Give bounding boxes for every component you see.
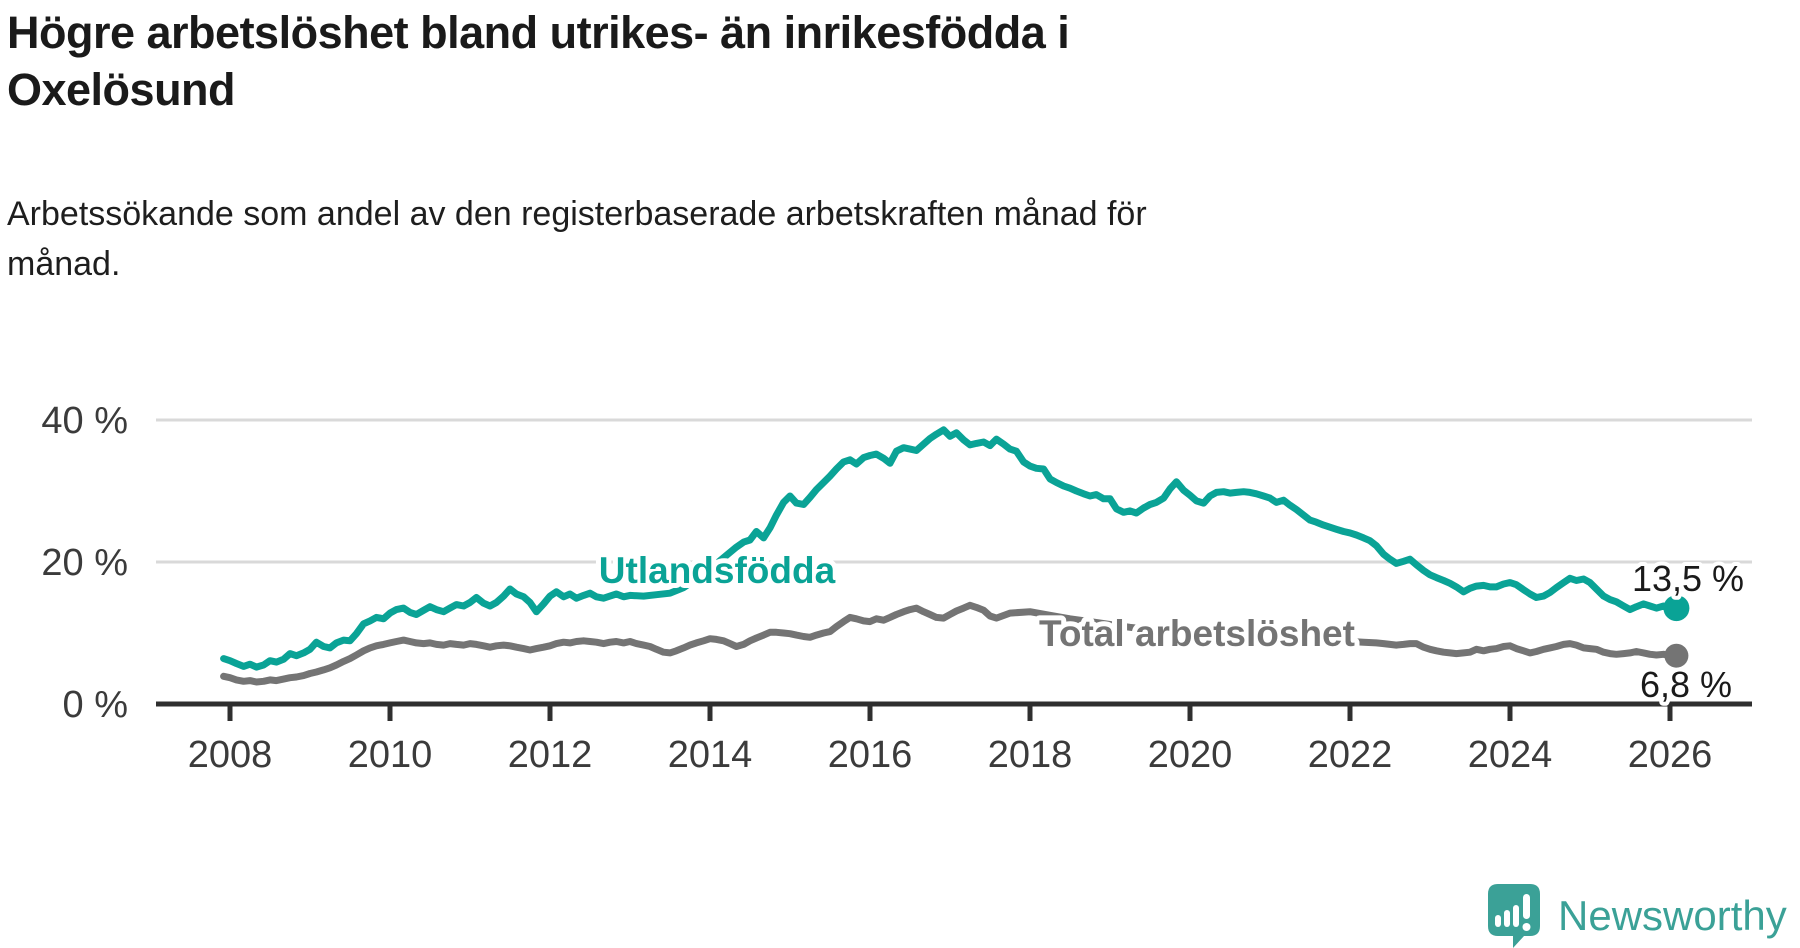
subtitle-line-1: Arbetssökande som andel av den registerb… <box>7 195 1147 233</box>
series-layer <box>220 426 1690 686</box>
x-axis-tick-label: 2022 <box>1308 734 1393 776</box>
grid-layer: 40 % 20 % 0 % 2008 2010 2012 2014 2016 2018 2020 2… <box>41 400 1752 776</box>
end-dot-utlandsfodda <box>1663 595 1690 622</box>
x-axis-tick-label: 2008 <box>188 734 273 776</box>
title-line-1: Högre arbetslöshet bland utrikes- än inr… <box>7 7 1070 58</box>
newsworthy-logo: Newsworthy <box>1488 884 1787 948</box>
end-dot-total <box>1664 643 1689 668</box>
subtitle-line-2: månad. <box>7 245 121 283</box>
x-axis-tick-label: 2024 <box>1468 734 1553 776</box>
x-axis-tick-label: 2010 <box>348 734 433 776</box>
end-value-label-utlandsfodda: 13,5 % <box>1632 558 1744 599</box>
page-title: Högre arbetslöshet bland utrikes- än inr… <box>7 4 1457 118</box>
title-line-2: Oxelösund <box>7 64 236 115</box>
newsworthy-logo-text: Newsworthy <box>1558 892 1787 939</box>
newsworthy-speech-bubble-chart-icon <box>1488 884 1540 948</box>
end-value-label-total: 6,8 % <box>1640 664 1732 705</box>
x-axis-tick-label: 2016 <box>828 734 913 776</box>
x-axis-tick-label: 2012 <box>508 734 593 776</box>
chart-subtitle: Arbetssökande som andel av den registerb… <box>7 189 1507 289</box>
y-axis-tick-label: 20 % <box>41 542 128 584</box>
y-axis-tick-label: 40 % <box>41 400 128 442</box>
series-line-utlandsfodda <box>220 426 1680 671</box>
x-axis-tick-label: 2018 <box>988 734 1073 776</box>
series-label-total-arbetsloshet: Total arbetslöshet <box>1039 613 1355 654</box>
y-axis-tick-label: 0 % <box>63 684 128 726</box>
x-axis-tick-label: 2026 <box>1628 734 1713 776</box>
x-axis-tick-label: 2014 <box>668 734 753 776</box>
x-axis-tick-label: 2020 <box>1148 734 1233 776</box>
series-line-total <box>220 601 1680 686</box>
series-label-utlandsfodda: Utlandsfödda <box>599 550 836 591</box>
